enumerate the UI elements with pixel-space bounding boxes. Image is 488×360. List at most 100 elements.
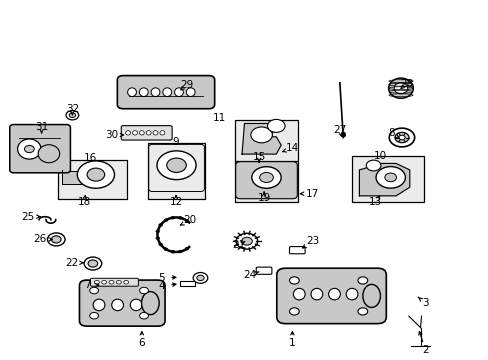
Bar bbox=[180, 281, 194, 286]
Ellipse shape bbox=[375, 167, 405, 188]
Ellipse shape bbox=[69, 113, 75, 117]
Text: 26: 26 bbox=[33, 234, 47, 244]
Ellipse shape bbox=[132, 131, 137, 135]
Ellipse shape bbox=[259, 172, 273, 183]
Ellipse shape bbox=[102, 280, 106, 284]
Ellipse shape bbox=[171, 250, 175, 253]
Ellipse shape bbox=[398, 135, 404, 140]
Text: 11: 11 bbox=[212, 113, 225, 123]
Ellipse shape bbox=[310, 288, 322, 300]
Ellipse shape bbox=[125, 131, 130, 135]
Text: 24: 24 bbox=[242, 270, 256, 280]
Ellipse shape bbox=[159, 224, 163, 226]
Ellipse shape bbox=[293, 288, 305, 300]
FancyBboxPatch shape bbox=[10, 125, 70, 173]
FancyBboxPatch shape bbox=[121, 126, 172, 140]
FancyBboxPatch shape bbox=[256, 267, 271, 274]
Text: 14: 14 bbox=[285, 143, 299, 153]
Ellipse shape bbox=[139, 131, 144, 135]
Ellipse shape bbox=[241, 237, 252, 245]
FancyBboxPatch shape bbox=[276, 268, 386, 324]
Text: 27: 27 bbox=[332, 125, 346, 135]
Text: 31: 31 bbox=[35, 122, 48, 132]
Text: 21: 21 bbox=[231, 240, 245, 250]
Ellipse shape bbox=[159, 243, 163, 246]
FancyBboxPatch shape bbox=[117, 76, 214, 109]
Ellipse shape bbox=[157, 151, 196, 180]
Ellipse shape bbox=[18, 139, 41, 159]
Ellipse shape bbox=[127, 88, 136, 96]
Ellipse shape bbox=[184, 219, 188, 222]
Text: 28: 28 bbox=[399, 78, 413, 89]
Ellipse shape bbox=[77, 161, 114, 188]
Ellipse shape bbox=[366, 160, 380, 171]
Text: 1: 1 bbox=[288, 338, 295, 348]
Ellipse shape bbox=[87, 168, 104, 181]
Ellipse shape bbox=[340, 132, 345, 137]
Text: 4: 4 bbox=[158, 281, 164, 291]
Ellipse shape bbox=[111, 299, 123, 311]
Ellipse shape bbox=[47, 233, 65, 246]
Text: 20: 20 bbox=[183, 215, 196, 225]
Ellipse shape bbox=[328, 288, 340, 300]
Text: 3: 3 bbox=[421, 298, 428, 308]
Text: 12: 12 bbox=[169, 197, 183, 207]
Text: 13: 13 bbox=[368, 197, 382, 207]
Ellipse shape bbox=[163, 219, 167, 222]
FancyBboxPatch shape bbox=[289, 247, 305, 254]
Text: 5: 5 bbox=[158, 273, 164, 283]
Ellipse shape bbox=[151, 88, 160, 96]
Text: 16: 16 bbox=[83, 153, 97, 163]
Ellipse shape bbox=[362, 284, 380, 307]
Ellipse shape bbox=[24, 145, 34, 153]
Text: 25: 25 bbox=[21, 212, 35, 222]
Bar bbox=[234, 161, 298, 202]
Ellipse shape bbox=[90, 312, 98, 319]
Ellipse shape bbox=[184, 247, 188, 250]
Ellipse shape bbox=[289, 277, 299, 284]
Ellipse shape bbox=[236, 233, 257, 249]
Text: 18: 18 bbox=[77, 197, 91, 207]
Ellipse shape bbox=[250, 127, 272, 143]
Ellipse shape bbox=[394, 132, 408, 143]
Ellipse shape bbox=[140, 287, 148, 294]
FancyBboxPatch shape bbox=[235, 162, 297, 199]
Ellipse shape bbox=[289, 308, 299, 315]
Ellipse shape bbox=[393, 83, 407, 94]
Ellipse shape bbox=[171, 216, 175, 219]
Ellipse shape bbox=[93, 299, 104, 311]
Ellipse shape bbox=[84, 257, 102, 270]
Bar bbox=[61, 171, 82, 184]
Text: 9: 9 bbox=[172, 137, 179, 147]
Ellipse shape bbox=[388, 128, 414, 147]
Ellipse shape bbox=[123, 280, 128, 284]
Ellipse shape bbox=[142, 292, 159, 315]
Text: 8: 8 bbox=[387, 128, 394, 138]
Ellipse shape bbox=[384, 173, 396, 182]
Text: 22: 22 bbox=[65, 258, 79, 268]
Ellipse shape bbox=[196, 275, 203, 281]
Text: 7: 7 bbox=[83, 280, 90, 290]
Text: 19: 19 bbox=[257, 193, 270, 203]
Ellipse shape bbox=[66, 111, 79, 120]
Bar bbox=[351, 156, 424, 202]
FancyBboxPatch shape bbox=[79, 280, 164, 326]
Text: 15: 15 bbox=[252, 152, 265, 162]
Polygon shape bbox=[359, 163, 409, 196]
Ellipse shape bbox=[251, 167, 281, 188]
Ellipse shape bbox=[140, 312, 148, 319]
Ellipse shape bbox=[174, 88, 183, 96]
Text: 2: 2 bbox=[421, 345, 428, 355]
Text: 30: 30 bbox=[105, 130, 118, 140]
Ellipse shape bbox=[156, 230, 160, 233]
Text: 32: 32 bbox=[65, 104, 79, 114]
Text: 23: 23 bbox=[305, 236, 319, 246]
Ellipse shape bbox=[163, 248, 167, 251]
Ellipse shape bbox=[388, 78, 412, 98]
Bar bbox=[234, 120, 298, 161]
Ellipse shape bbox=[51, 236, 61, 243]
Text: 6: 6 bbox=[138, 338, 145, 348]
Text: 17: 17 bbox=[305, 189, 318, 199]
Ellipse shape bbox=[88, 260, 98, 267]
Ellipse shape bbox=[139, 88, 148, 96]
